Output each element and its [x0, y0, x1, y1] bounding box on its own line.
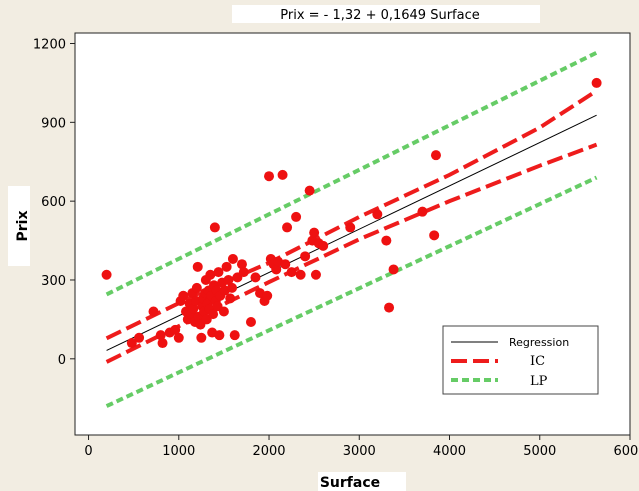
data-point — [191, 282, 202, 293]
y-tick-label: 900 — [41, 116, 66, 131]
data-point — [223, 274, 234, 285]
data-point — [213, 267, 224, 278]
data-point — [227, 253, 238, 264]
data-point — [126, 338, 137, 349]
data-point — [218, 306, 229, 317]
data-point — [384, 302, 395, 313]
data-point — [101, 269, 112, 280]
data-point — [591, 77, 602, 88]
data-point — [208, 309, 219, 320]
data-point — [282, 222, 293, 233]
data-point — [245, 317, 256, 328]
scatter-points — [101, 77, 602, 349]
data-point — [291, 211, 302, 222]
data-point — [309, 227, 320, 238]
legend-lp-label: LP — [530, 374, 548, 389]
data-point — [205, 269, 216, 280]
data-point — [310, 269, 321, 280]
data-point — [238, 267, 249, 278]
y-tick-label: 600 — [41, 195, 66, 210]
xlabel-background — [318, 472, 406, 491]
data-point — [271, 264, 282, 275]
data-point — [173, 332, 184, 343]
chart-title: Prix = - 1,32 + 0,1649 Surface — [280, 8, 480, 23]
data-point — [227, 282, 238, 293]
data-point — [250, 272, 261, 283]
lp-upper-line — [105, 50, 598, 297]
data-point — [304, 185, 315, 196]
legend-box — [442, 325, 599, 395]
data-point — [214, 330, 225, 341]
data-point — [262, 290, 273, 301]
y-tick-label: 0 — [58, 353, 66, 368]
data-point — [429, 230, 440, 241]
data-point — [178, 290, 189, 301]
data-point — [229, 330, 240, 341]
data-point — [295, 269, 306, 280]
x-tick-label: 1000 — [162, 444, 195, 459]
data-point — [381, 235, 392, 246]
data-point — [345, 222, 356, 233]
data-point — [280, 259, 291, 270]
data-point — [388, 264, 399, 275]
data-point — [170, 324, 181, 335]
legend-regression-label: Regression — [509, 336, 569, 349]
data-point — [148, 306, 159, 317]
data-point — [264, 171, 275, 182]
data-point — [134, 332, 145, 343]
data-point — [209, 222, 220, 233]
x-tick-label: 4000 — [433, 444, 466, 459]
data-point — [157, 338, 168, 349]
y-tick-label: 1200 — [33, 38, 66, 53]
x-tick-label: 0 — [84, 444, 92, 459]
data-point — [430, 150, 441, 161]
lp-lower-line — [105, 175, 598, 408]
data-point — [417, 206, 428, 217]
legend: Regression IC LP — [442, 325, 599, 395]
x-tick-label: 5000 — [523, 444, 556, 459]
x-tick-label: 2000 — [252, 444, 285, 459]
x-axis-label: Surface — [320, 475, 380, 491]
data-point — [188, 303, 199, 314]
data-point — [286, 267, 297, 278]
x-tick-label: 3000 — [343, 444, 376, 459]
data-point — [236, 259, 247, 270]
data-point — [372, 209, 383, 220]
data-point — [192, 261, 203, 272]
data-point — [221, 261, 232, 272]
data-point — [277, 169, 288, 180]
data-point — [155, 330, 166, 341]
data-point — [300, 251, 311, 262]
y-tick-label: 300 — [41, 274, 66, 289]
ylabel-background — [8, 186, 30, 266]
data-point — [225, 293, 236, 304]
y-axis-label: Prix — [15, 211, 31, 242]
data-point — [196, 332, 207, 343]
legend-ic-label: IC — [530, 354, 545, 369]
data-point — [318, 240, 329, 251]
title-background — [232, 5, 540, 23]
